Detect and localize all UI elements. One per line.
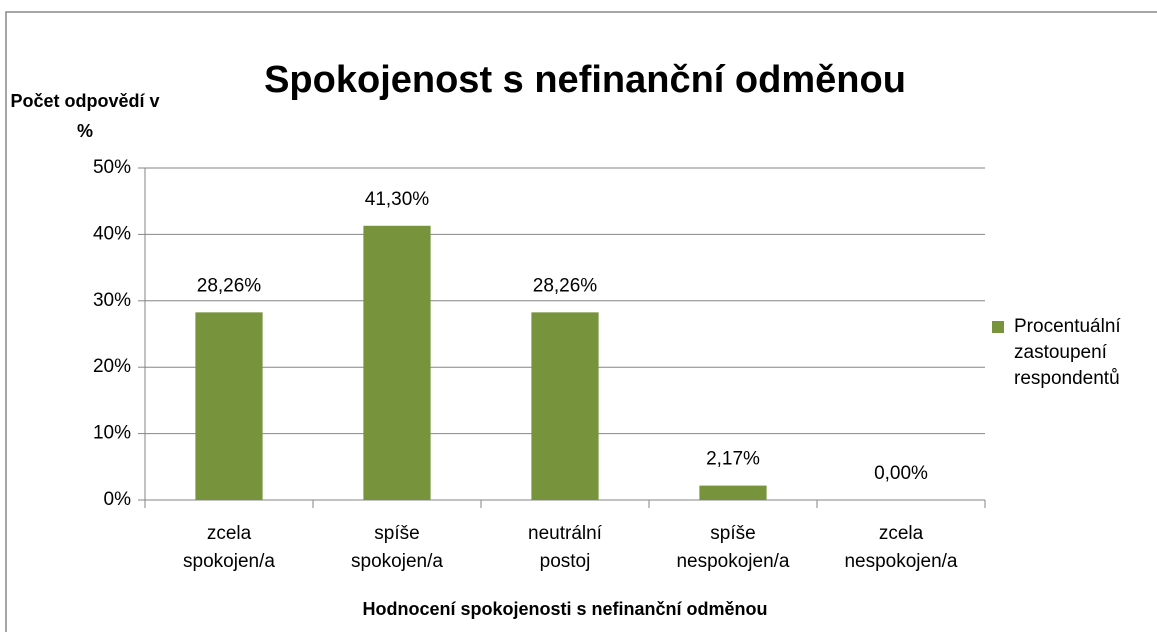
y-tick-label: 20%: [93, 356, 131, 377]
bar: [363, 225, 431, 500]
chart-title: Spokojenost s nefinanční odměnou: [264, 59, 906, 101]
legend-label: Procentuální zastoupení respondentů: [1014, 316, 1121, 389]
x-tick-label: neutrální postoj: [528, 523, 603, 572]
data-label: 2,17%: [706, 449, 760, 470]
data-label: 41,30%: [365, 189, 430, 210]
y-tick-label: 10%: [93, 423, 131, 444]
x-tick-label: zcela spokojen/a: [183, 523, 275, 572]
y-tick-label: 40%: [93, 223, 131, 244]
bar: [531, 312, 599, 500]
data-label: 28,26%: [533, 275, 598, 296]
y-tick-label: 0%: [104, 489, 132, 510]
x-tick-label: spíše nespokojen/a: [676, 523, 789, 572]
chart-border: [5, 11, 1157, 632]
bar: [195, 312, 263, 500]
y-tick-label: 50%: [93, 157, 131, 178]
x-tick-label: spíše spokojen/a: [351, 523, 443, 572]
bar: [699, 485, 767, 500]
data-label: 28,26%: [197, 275, 262, 296]
y-axis-title: Počet odpovědí v %: [10, 91, 160, 141]
x-axis-title: Hodnocení spokojenosti s nefinanční odmě…: [362, 599, 767, 619]
data-label: 0,00%: [874, 463, 928, 484]
legend-swatch: [992, 321, 1004, 333]
x-tick-label: zcela nespokojen/a: [844, 523, 957, 572]
legend: Procentuální zastoupení respondentů: [992, 314, 1157, 392]
y-tick-label: 30%: [93, 290, 131, 311]
